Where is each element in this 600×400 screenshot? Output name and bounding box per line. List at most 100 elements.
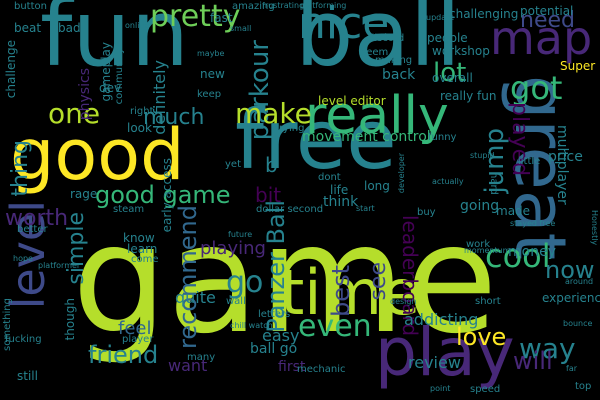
cloud-word: experience <box>542 291 600 305</box>
cloud-word: chill watch <box>230 321 273 330</box>
cloud-word: Super <box>560 59 596 73</box>
cloud-word: beat <box>14 21 42 35</box>
cloud-word: long <box>364 179 390 193</box>
cloud-word: though <box>63 298 77 341</box>
cloud-word: go <box>226 265 264 300</box>
cloud-word: top <box>575 381 592 392</box>
cloud-word: want <box>168 356 208 375</box>
cloud-word: dont <box>318 172 341 183</box>
cloud-word: online <box>125 21 150 30</box>
cloud-word: many <box>187 352 216 363</box>
cloud-word: button <box>14 1 47 12</box>
cloud-word: map <box>490 11 593 65</box>
cloud-word: actually <box>432 177 464 186</box>
cloud-word: still <box>17 369 38 383</box>
cloud-word: movement control <box>302 129 431 145</box>
cloud-word: gameplay <box>99 42 113 102</box>
cloud-word: yet <box>225 159 241 170</box>
cloud-word: little <box>518 156 541 167</box>
cloud-word: feel <box>118 318 152 339</box>
cloud-word: platformer <box>38 261 81 270</box>
cloud-word: recommend <box>174 205 202 349</box>
cloud-word: come <box>131 254 159 265</box>
cloud-word: quite <box>175 288 216 307</box>
cloud-word: momentum <box>464 246 511 255</box>
cloud-word: thing <box>8 140 33 197</box>
cloud-word: Honestly <box>590 210 599 246</box>
cloud-word: start <box>356 204 375 213</box>
cloud-word: dollar second <box>256 204 324 215</box>
cloud-word: steam <box>113 204 145 215</box>
cloud-word: nice <box>298 0 390 49</box>
cloud-word: seem <box>361 47 389 58</box>
cloud-word: better <box>17 224 48 235</box>
cloud-word: play <box>375 314 515 391</box>
cloud-word: people <box>427 31 468 45</box>
cloud-word: wall <box>226 296 246 307</box>
cloud-word: mechanic <box>297 364 346 375</box>
cloud-word: see <box>366 262 391 301</box>
cloud-word: best <box>327 265 355 317</box>
cloud-word: future <box>228 230 253 239</box>
cloud-word: make <box>235 97 312 130</box>
cloud-word: rage <box>70 187 98 201</box>
cloud-word: much <box>143 105 205 130</box>
cloud-word: letters <box>258 309 291 320</box>
cloud-word: fucking <box>5 334 42 345</box>
cloud-word: ball <box>295 0 461 87</box>
cloud-word: challenge <box>4 40 18 99</box>
cloud-word: back <box>382 67 416 83</box>
cloud-word: free <box>235 93 397 188</box>
cloud-word: multiplayer <box>554 125 570 205</box>
cloud-word: hard <box>488 172 499 195</box>
cloud-word: maybe <box>197 49 225 58</box>
cloud-word: lot <box>433 58 467 88</box>
cloud-word: developer <box>397 153 406 194</box>
cloud-word: fast <box>210 11 233 25</box>
cloud-word: making <box>375 55 413 66</box>
cloud-word: bad <box>58 21 81 35</box>
cloud-word: frustrating <box>262 1 305 10</box>
cloud-word: good game <box>95 181 231 209</box>
cloud-word: fun <box>40 0 190 87</box>
cloud-word: b <box>265 153 278 177</box>
cloud-word: price <box>548 149 583 165</box>
cloud-word: around <box>565 277 594 286</box>
cloud-word: new <box>200 67 225 81</box>
cloud-word: even <box>298 309 372 344</box>
cloud-word: buy <box>417 207 436 218</box>
cloud-word: learn <box>127 242 158 256</box>
cloud-word: bit <box>255 183 282 207</box>
cloud-word: amazing <box>232 1 275 12</box>
cloud-word: challenging <box>449 7 519 21</box>
cloud-word: far <box>566 364 578 373</box>
cloud-word: right <box>130 106 154 117</box>
cloud-word: look <box>127 121 152 135</box>
cloud-word: know <box>123 231 155 245</box>
cloud-word: way <box>519 332 576 365</box>
cloud-word: cool <box>485 237 551 275</box>
cloud-word: keep <box>197 89 222 100</box>
cloud-word: work <box>466 239 491 250</box>
cloud-word: short <box>475 296 501 307</box>
cloud-word: good <box>10 114 185 196</box>
cloud-word: really fun <box>440 89 497 103</box>
cloud-word: will <box>513 347 553 375</box>
cloud-word: time <box>280 256 421 329</box>
cloud-word: design <box>390 297 417 306</box>
cloud-word: friend <box>88 341 159 369</box>
cloud-word: first <box>278 359 306 375</box>
cloud-word: great <box>499 75 581 261</box>
cloud-word: leaderboard <box>398 215 422 337</box>
cloud-word: easy <box>262 326 300 345</box>
cloud-word: addicting <box>404 310 479 329</box>
cloud-word: worth <box>5 206 69 231</box>
cloud-word: really <box>305 86 449 146</box>
cloud-word: playing <box>200 238 266 259</box>
cloud-word: workshop <box>432 44 490 58</box>
cloud-word: game <box>72 193 498 367</box>
cloud-word: early access <box>160 158 174 233</box>
cloud-word: point <box>430 384 451 393</box>
cloud-word: potential <box>520 4 574 18</box>
cloud-word: money <box>508 244 556 260</box>
